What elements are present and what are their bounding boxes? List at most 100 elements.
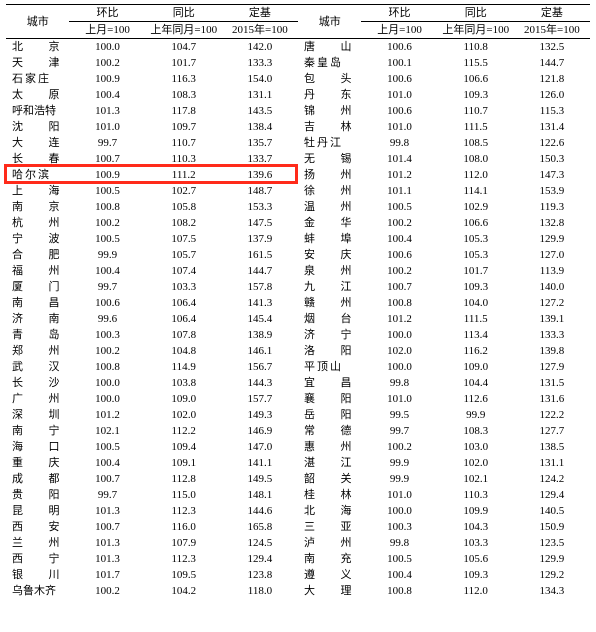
yoy-cell: 110.8 — [438, 39, 514, 56]
yoy-cell: 112.3 — [146, 503, 222, 519]
yoy-cell: 109.1 — [146, 455, 222, 471]
yoy-cell: 111.5 — [438, 119, 514, 135]
table-row: 遵义100.4109.3129.2 — [298, 567, 590, 583]
table-row: 平顶山100.0109.0127.9 — [298, 359, 590, 375]
base-cell: 144.3 — [222, 375, 298, 391]
base-cell: 131.5 — [514, 375, 590, 391]
base-cell: 144.7 — [514, 55, 590, 71]
base-cell: 157.8 — [222, 279, 298, 295]
yoy-cell: 101.7 — [438, 263, 514, 279]
table-row: 温州100.5102.9119.3 — [298, 199, 590, 215]
mom-cell: 100.2 — [69, 343, 145, 359]
table-row: 扬州101.2112.0147.3 — [298, 167, 590, 183]
yoy-cell: 103.0 — [438, 439, 514, 455]
mom-cell: 100.0 — [69, 375, 145, 391]
base-cell: 129.4 — [222, 551, 298, 567]
table-row: 西安100.7116.0165.8 — [6, 519, 298, 535]
subheader-yoy: 上年同月=100 — [146, 22, 222, 39]
mom-cell: 100.5 — [361, 551, 437, 567]
city-cell: 桂林 — [298, 487, 361, 503]
yoy-cell: 101.7 — [146, 55, 222, 71]
base-cell: 139.8 — [514, 343, 590, 359]
yoy-cell: 112.2 — [146, 423, 222, 439]
yoy-cell: 117.8 — [146, 103, 222, 119]
base-cell: 147.5 — [222, 215, 298, 231]
mom-cell: 100.3 — [361, 519, 437, 535]
table-row: 徐州101.1114.1153.9 — [298, 183, 590, 199]
city-cell: 金华 — [298, 215, 361, 231]
base-cell: 123.8 — [222, 567, 298, 583]
city-cell: 秦皇岛 — [298, 55, 361, 71]
yoy-cell: 103.3 — [146, 279, 222, 295]
city-cell: 济宁 — [298, 327, 361, 343]
yoy-cell: 109.5 — [146, 567, 222, 583]
mom-cell: 100.2 — [69, 55, 145, 71]
mom-cell: 100.8 — [69, 199, 145, 215]
yoy-cell: 104.4 — [438, 375, 514, 391]
right-table: 城市 环比 同比 定基 上月=100 上年同月=100 2015年=100 唐山… — [298, 4, 590, 599]
mom-cell: 100.7 — [69, 151, 145, 167]
yoy-cell: 116.2 — [438, 343, 514, 359]
base-cell: 127.2 — [514, 295, 590, 311]
table-row: 无锡101.4108.0150.3 — [298, 151, 590, 167]
header-mom: 环比 — [69, 5, 145, 22]
city-cell: 惠州 — [298, 439, 361, 455]
yoy-cell: 105.3 — [438, 231, 514, 247]
base-cell: 119.3 — [514, 199, 590, 215]
table-row: 上海100.5102.7148.7 — [6, 183, 298, 199]
base-cell: 131.4 — [514, 119, 590, 135]
table-row: 泉州100.2101.7113.9 — [298, 263, 590, 279]
base-cell: 139.6 — [222, 167, 298, 183]
table-row: 昆明101.3112.3144.6 — [6, 503, 298, 519]
header-city: 城市 — [298, 5, 361, 39]
mom-cell: 101.0 — [361, 87, 437, 103]
city-cell: 呼和浩特 — [6, 103, 69, 119]
city-cell: 包头 — [298, 71, 361, 87]
table-row: 乌鲁木齐100.2104.2118.0 — [6, 583, 298, 599]
subheader-yoy: 上年同月=100 — [438, 22, 514, 39]
mom-cell: 100.2 — [361, 263, 437, 279]
base-cell: 147.3 — [514, 167, 590, 183]
base-cell: 115.3 — [514, 103, 590, 119]
base-cell: 147.0 — [222, 439, 298, 455]
yoy-cell: 114.9 — [146, 359, 222, 375]
table-row: 韶关99.9102.1124.2 — [298, 471, 590, 487]
table-row: 三亚100.3104.3150.9 — [298, 519, 590, 535]
yoy-cell: 102.7 — [146, 183, 222, 199]
yoy-cell: 109.0 — [146, 391, 222, 407]
table-row: 呼和浩特101.3117.8143.5 — [6, 103, 298, 119]
table-row: 太原100.4108.3131.1 — [6, 87, 298, 103]
yoy-cell: 112.3 — [146, 551, 222, 567]
yoy-cell: 110.3 — [146, 151, 222, 167]
base-cell: 131.1 — [514, 455, 590, 471]
mom-cell: 100.9 — [69, 167, 145, 183]
yoy-cell: 107.9 — [146, 535, 222, 551]
table-row: 合肥99.9105.7161.5 — [6, 247, 298, 263]
mom-cell: 100.7 — [361, 279, 437, 295]
base-cell: 138.4 — [222, 119, 298, 135]
yoy-cell: 105.8 — [146, 199, 222, 215]
left-table: 城市 环比 同比 定基 上月=100 上年同月=100 2015年=100 北京… — [6, 4, 298, 599]
table-row: 沈阳101.0109.7138.4 — [6, 119, 298, 135]
yoy-cell: 113.4 — [438, 327, 514, 343]
yoy-cell: 102.0 — [146, 407, 222, 423]
yoy-cell: 106.4 — [146, 295, 222, 311]
city-cell: 湛江 — [298, 455, 361, 471]
yoy-cell: 104.7 — [146, 39, 222, 56]
mom-cell: 101.3 — [69, 535, 145, 551]
city-cell: 贵阳 — [6, 487, 69, 503]
table-row: 宜昌99.8104.4131.5 — [298, 375, 590, 391]
yoy-cell: 109.0 — [438, 359, 514, 375]
base-cell: 156.7 — [222, 359, 298, 375]
table-row: 桂林101.0110.3129.4 — [298, 487, 590, 503]
base-cell: 149.3 — [222, 407, 298, 423]
base-cell: 149.5 — [222, 471, 298, 487]
table-row: 贵阳99.7115.0148.1 — [6, 487, 298, 503]
city-cell: 宜昌 — [298, 375, 361, 391]
table-row: 唐山100.6110.8132.5 — [298, 39, 590, 56]
yoy-cell: 102.0 — [438, 455, 514, 471]
table-row: 大连99.7110.7135.7 — [6, 135, 298, 151]
yoy-cell: 107.8 — [146, 327, 222, 343]
base-cell: 148.7 — [222, 183, 298, 199]
table-row: 福州100.4107.4144.7 — [6, 263, 298, 279]
